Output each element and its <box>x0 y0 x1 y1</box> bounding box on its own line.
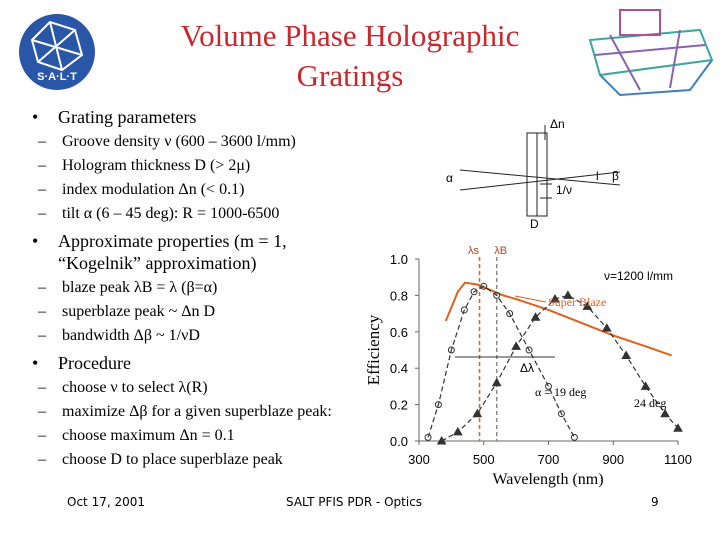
marker <box>545 382 552 390</box>
diagram-label: α <box>446 171 453 185</box>
bullet: Procedure <box>30 352 360 374</box>
sub-item: bandwidth Δβ ~ 1/νD <box>30 326 360 346</box>
sub-item: choose ν to select λ(R) <box>30 378 360 398</box>
marker <box>491 377 502 387</box>
marker <box>436 435 447 445</box>
marker <box>640 381 651 390</box>
sub-item: Hologram thickness D (> 2μ) <box>30 156 360 176</box>
marker <box>472 408 483 418</box>
footer-date: Oct 17, 2001 <box>67 495 145 509</box>
reference-label: λB <box>494 245 507 257</box>
sub-list: Groove density ν (600 – 3600 l/mm) Hologr… <box>30 132 360 224</box>
marker <box>434 401 442 409</box>
sub-list: choose ν to select λ(R) maximize Δβ for a… <box>30 378 360 470</box>
marker <box>550 294 560 303</box>
logo-mark <box>30 20 84 72</box>
x-tick-label: 500 <box>473 452 495 467</box>
series-label: α = 19 deg <box>535 385 586 399</box>
sub-item: tilt α (6 – 45 deg): R = 1000-6500 <box>30 204 360 224</box>
x-axis-label: Wavelength (nm) <box>492 471 603 488</box>
x-tick-label: 700 <box>538 452 560 467</box>
footer-center: SALT PFIS PDR - Optics <box>286 495 423 509</box>
marker <box>447 346 455 354</box>
marker <box>563 290 573 299</box>
diagram-label: l <box>596 169 599 183</box>
y-tick-label: 0.8 <box>390 288 408 303</box>
series-line <box>444 281 672 357</box>
marker <box>582 301 593 310</box>
sub-item: choose maximum Δn = 0.1 <box>30 426 360 446</box>
bullet: Approximate properties (m = 1, “Kogelnik… <box>30 230 360 274</box>
diagram-label: Δn <box>550 117 565 131</box>
sub-item: index modulation Δn (< 0.1) <box>30 180 360 200</box>
diagram-label: β <box>612 169 619 183</box>
y-tick-label: 0.4 <box>390 361 408 376</box>
page-number: 9 <box>651 495 659 509</box>
marker <box>673 423 683 432</box>
series-label: 24 deg <box>634 396 666 410</box>
series-label: Super Blaze <box>548 295 606 309</box>
y-tick-label: 1.0 <box>390 252 408 267</box>
annotation: ν=1200 l/mm <box>604 269 673 283</box>
bullet: Grating parameters <box>30 106 360 128</box>
marker <box>480 282 488 290</box>
bullet-list: Grating parameters Groove density ν (600 … <box>30 104 360 476</box>
sub-list: blaze peak λB = λ (β=α) superblaze peak ~… <box>30 278 360 346</box>
sub-item: blaze peak λB = λ (β=α) <box>30 278 360 298</box>
marker <box>525 346 533 354</box>
sub-item: superblaze peak ~ Δn D <box>30 302 360 322</box>
marker <box>460 306 468 314</box>
marker <box>621 350 632 359</box>
sub-item: maximize Δβ for a given superblaze peak: <box>30 402 360 422</box>
reference-label: λs <box>468 245 480 257</box>
marker <box>452 426 463 436</box>
chart: 0.0 0.2 0.4 0.6 0.8 1.0 300 500 700 900 1100 Effici… <box>364 245 692 488</box>
y-axis-label: Efficiency <box>364 314 383 385</box>
label-arrow <box>514 295 547 303</box>
marker <box>424 433 432 441</box>
marker <box>601 323 612 332</box>
y-tick-label: 0.0 <box>390 434 408 449</box>
telescope-image <box>588 9 714 97</box>
marker <box>557 410 565 418</box>
series-line <box>441 294 679 442</box>
sub-item: Groove density ν (600 – 3600 l/mm) <box>30 132 360 152</box>
diagram-label: D <box>530 217 539 231</box>
title: Volume Phase Holographic Gratings <box>180 18 520 93</box>
y-tick-label: 0.2 <box>390 398 408 413</box>
x-tick-label: 1100 <box>664 452 692 467</box>
marker <box>530 312 541 321</box>
marker <box>570 433 578 441</box>
marker <box>506 310 514 318</box>
x-tick-label: 900 <box>602 452 624 467</box>
diagram-label: 1/ν <box>556 183 572 197</box>
series-line <box>427 285 575 438</box>
x-tick-label: 300 <box>408 452 430 467</box>
logo-text: S·A·L·T <box>37 71 77 83</box>
grating-diagram <box>459 125 621 217</box>
annotation: Δλ <box>520 361 534 375</box>
y-tick-label: 0.6 <box>390 325 408 340</box>
marker <box>511 341 521 350</box>
sub-item: choose D to place superblaze peak <box>30 450 360 470</box>
marker <box>470 288 478 296</box>
marker <box>660 408 670 418</box>
marker <box>493 291 501 299</box>
